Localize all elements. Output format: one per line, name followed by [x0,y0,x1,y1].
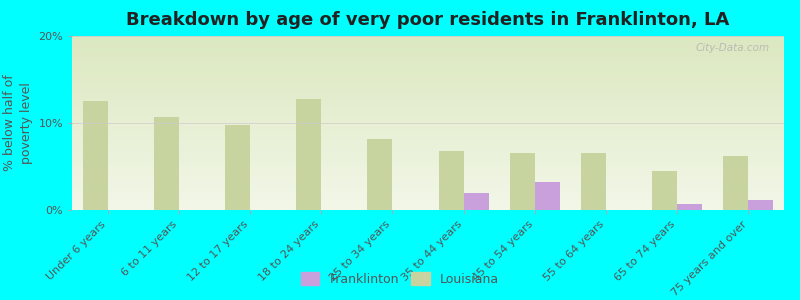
Bar [723,156,748,210]
Bar [154,117,178,210]
Y-axis label: % below half of
poverty level: % below half of poverty level [2,75,33,171]
Bar [438,151,464,210]
Bar [510,154,534,210]
Legend: Franklinton, Louisiana: Franklinton, Louisiana [296,267,504,291]
Bar [749,200,774,210]
Title: Breakdown by age of very poor residents in Franklinton, LA: Breakdown by age of very poor residents … [126,11,730,29]
Text: City-Data.com: City-Data.com [696,43,770,53]
Bar [296,99,322,210]
Bar [581,154,606,210]
Bar [367,139,392,210]
Bar [225,125,250,210]
Bar [464,193,489,210]
Bar [652,171,677,210]
Bar [677,204,702,210]
Bar [82,101,107,210]
Bar [535,182,560,210]
